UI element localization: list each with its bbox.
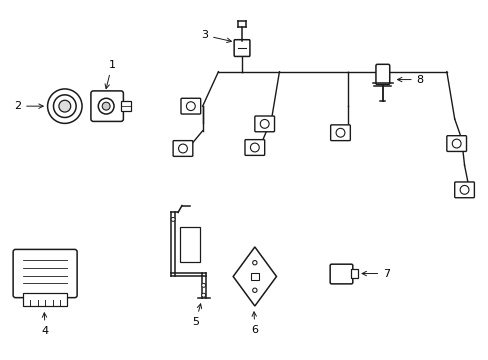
FancyBboxPatch shape — [446, 136, 466, 152]
Circle shape — [252, 288, 257, 292]
Circle shape — [201, 293, 205, 297]
Circle shape — [250, 143, 259, 152]
Circle shape — [53, 95, 76, 117]
Text: 2: 2 — [14, 101, 43, 111]
Text: 1: 1 — [105, 60, 115, 89]
FancyBboxPatch shape — [173, 141, 192, 156]
Circle shape — [335, 128, 344, 137]
Text: 3: 3 — [201, 30, 231, 42]
Text: 5: 5 — [192, 304, 201, 327]
Circle shape — [459, 185, 468, 194]
Circle shape — [47, 89, 82, 123]
Circle shape — [186, 102, 195, 111]
Text: 4: 4 — [41, 313, 49, 336]
Circle shape — [201, 283, 205, 287]
Bar — [250, 273, 258, 280]
FancyBboxPatch shape — [13, 249, 77, 298]
Circle shape — [451, 139, 460, 148]
Circle shape — [98, 98, 114, 114]
Bar — [180, 227, 199, 262]
FancyBboxPatch shape — [375, 64, 389, 85]
FancyBboxPatch shape — [244, 140, 264, 156]
Circle shape — [102, 102, 110, 110]
FancyBboxPatch shape — [181, 98, 200, 114]
Text: 8: 8 — [397, 75, 423, 85]
Text: 6: 6 — [251, 312, 258, 335]
Circle shape — [171, 217, 175, 221]
Circle shape — [260, 120, 268, 128]
Polygon shape — [233, 247, 276, 306]
FancyBboxPatch shape — [91, 91, 123, 121]
Circle shape — [178, 144, 187, 153]
Bar — [23, 293, 67, 306]
FancyBboxPatch shape — [330, 125, 349, 141]
FancyBboxPatch shape — [254, 116, 274, 132]
Bar — [350, 269, 358, 278]
Circle shape — [59, 100, 71, 112]
FancyBboxPatch shape — [234, 40, 249, 57]
FancyBboxPatch shape — [329, 264, 352, 284]
Circle shape — [252, 261, 257, 265]
Text: 7: 7 — [361, 269, 389, 279]
Bar — [121, 101, 130, 111]
FancyBboxPatch shape — [454, 182, 473, 198]
